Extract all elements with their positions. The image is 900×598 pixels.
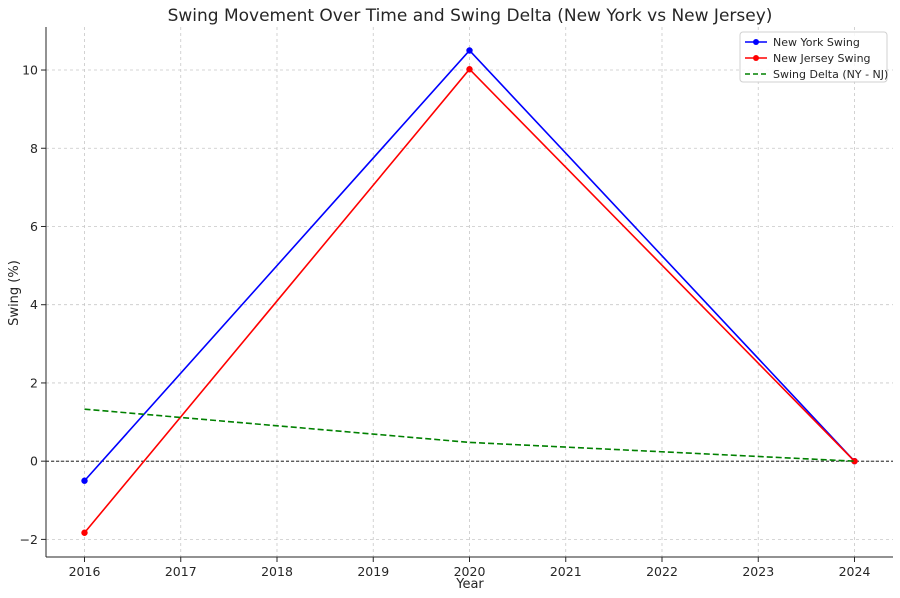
data-point (851, 457, 858, 465)
x-tick-label: 2021 (550, 564, 582, 579)
y-tick-label: 4 (30, 297, 38, 312)
x-tick-label: 2020 (454, 564, 486, 579)
series-layer (81, 47, 858, 536)
legend-swatch-marker (753, 39, 759, 45)
series-line (83, 49, 856, 482)
legend-label: New York Swing (773, 36, 860, 49)
data-point (466, 66, 473, 73)
legend-box (739, 31, 888, 83)
x-tick-label: 2023 (742, 564, 774, 579)
series-line (83, 68, 856, 534)
x-tick-label: 2024 (839, 564, 871, 579)
data-point (466, 47, 473, 54)
y-tick-label: 2 (30, 375, 38, 390)
y-tick-label: 6 (30, 219, 38, 234)
y-tick-label: 0 (30, 454, 38, 469)
y-tick-label: 10 (22, 63, 38, 78)
data-point (81, 477, 88, 484)
y-tick-label: −2 (20, 532, 38, 547)
series-group (81, 66, 858, 536)
series-group (84, 408, 855, 462)
legend-label: New Jersey Swing (773, 52, 871, 65)
x-tick-label: 2016 (69, 564, 101, 579)
x-tick-label: 2019 (357, 564, 389, 579)
legend: New York Swing New Jersey Swing Swing Delt… (739, 31, 888, 83)
y-axis-label: Swing (%) (7, 260, 22, 326)
data-point (81, 529, 88, 536)
legend-swatch-marker (753, 55, 759, 61)
legend-label: Swing Delta (NY - NJ) (773, 68, 888, 81)
grid (46, 27, 893, 557)
x-tick-label: 2018 (261, 564, 293, 579)
chart-title: Swing Movement Over Time and Swing Delta… (168, 6, 773, 26)
x-axis-label: Year (455, 577, 484, 592)
series-line (84, 408, 855, 462)
x-tick-label: 2017 (165, 564, 197, 579)
x-tick-label: 2022 (646, 564, 678, 579)
axes: 2016 2017 2018 2019 2020 2021 2022 2023 2024 −2 0 2… (20, 27, 893, 579)
y-tick-label: 8 (30, 141, 38, 156)
